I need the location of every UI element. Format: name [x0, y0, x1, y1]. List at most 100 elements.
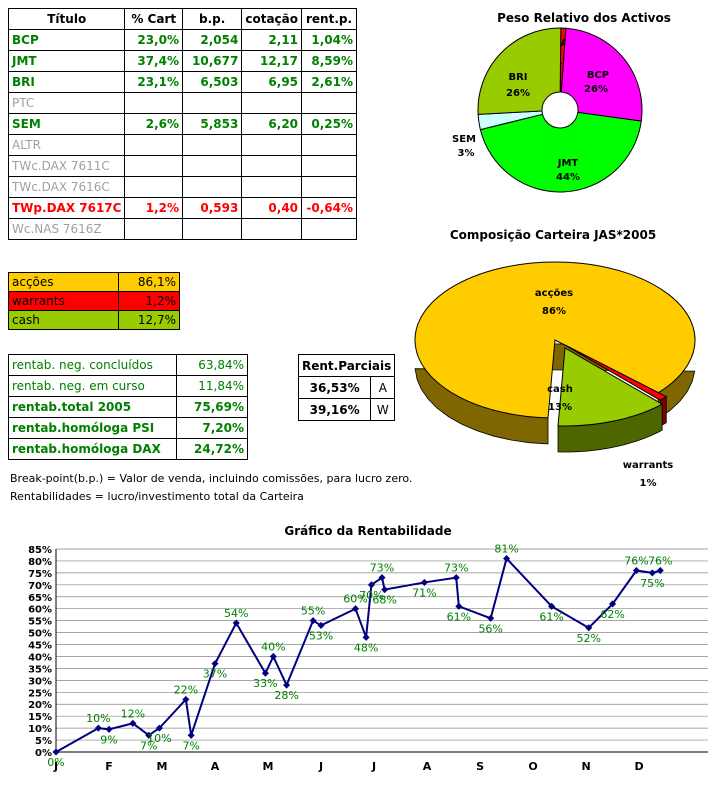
holding-cot [241, 155, 303, 177]
holdings-header-row: Título % Cart b.p. cotação rent.p. [7, 8, 357, 30]
holding-cart: 23,0% [124, 29, 183, 51]
holding-name: ALTR [7, 134, 126, 156]
holding-cot [241, 218, 303, 240]
holding-rent: 1,04% [301, 29, 357, 51]
data-point [362, 633, 370, 641]
line-chart-rentabilidade: Gráfico da Rentabilidade0%5%10%15%20%25%… [28, 524, 708, 773]
partials-title: Rent.Parciais [297, 354, 396, 377]
holding-name: BRI [7, 71, 126, 93]
holding-cart: 37,4% [124, 50, 183, 72]
y-tick-label: 45% [28, 641, 52, 652]
data-label: 71% [412, 586, 436, 599]
y-tick-label: 35% [28, 664, 52, 675]
holding-row: PTC [7, 92, 357, 114]
data-point [261, 669, 269, 677]
pie2-slice-warrants [562, 343, 668, 401]
pie1-label-jmt: JMT [557, 158, 579, 169]
holding-name: SEM [7, 113, 126, 135]
pie1-pct-sem: 3% [458, 148, 475, 159]
x-month-label: N [581, 760, 590, 773]
return-label: rentab.homóloga DAX [8, 438, 177, 460]
allocation-value: 12,7% [118, 310, 180, 330]
series-line [55, 556, 661, 753]
pie2-pct-cash: 13% [548, 402, 572, 413]
holding-rent [301, 218, 357, 240]
x-month-label: D [635, 760, 644, 773]
y-tick-label: 85% [28, 545, 52, 556]
return-row: rentab.homóloga PSI 7,20% [8, 417, 248, 439]
data-point [317, 621, 325, 629]
holding-cot: 6,95 [241, 71, 303, 93]
pie1-label-dax: DAX [552, 38, 576, 49]
y-tick-label: 30% [28, 676, 52, 687]
data-point [648, 569, 656, 577]
data-point [367, 581, 375, 589]
data-label: 48% [354, 641, 378, 654]
data-label: 33% [253, 677, 277, 690]
data-label: 37% [203, 668, 227, 681]
x-month-label: M [157, 760, 168, 773]
data-label: 61% [539, 610, 563, 623]
return-label: rentab.homóloga PSI [8, 417, 177, 439]
data-label: 62% [600, 608, 624, 621]
x-month-label: A [423, 760, 432, 773]
header-titulo: Título [7, 8, 126, 30]
x-month-label: O [528, 760, 537, 773]
data-label: 0% [47, 756, 64, 769]
data-point [585, 624, 593, 632]
header-bp: b.p. [181, 8, 243, 30]
allocation-row: cash 12,7% [8, 310, 180, 330]
pie1-title: Peso Relativo dos Activos [497, 11, 671, 25]
holding-cot [241, 92, 303, 114]
holding-bp [181, 155, 243, 177]
pie2-pct-acções: 86% [542, 306, 566, 317]
data-point [182, 695, 190, 703]
data-label: 70% [359, 589, 383, 602]
header-cotacao: cotação [241, 8, 303, 30]
holding-rent: 2,61% [301, 71, 357, 93]
y-tick-label: 65% [28, 593, 52, 604]
holding-cot: 6,20 [241, 113, 303, 135]
data-label: 52% [577, 632, 601, 645]
data-point [52, 748, 60, 756]
holding-name: TWc.DAX 7611C [7, 155, 126, 177]
return-value: 7,20% [176, 417, 248, 439]
holding-cot: 2,11 [241, 29, 303, 51]
data-label: 9% [100, 733, 117, 746]
holding-bp [181, 134, 243, 156]
pie2-label-cash: cash [547, 384, 573, 395]
holding-cart: 23,1% [124, 71, 183, 93]
data-point [283, 681, 291, 689]
holding-bp [181, 218, 243, 240]
return-row: rentab. neg. concluídos 63,84% [8, 354, 248, 376]
holding-row: TWc.DAX 7611C [7, 155, 357, 177]
data-label: 7% [140, 739, 157, 752]
holding-cot [241, 134, 303, 156]
holding-cart: 2,6% [124, 113, 183, 135]
y-tick-label: 15% [28, 712, 52, 723]
return-value: 75,69% [176, 396, 248, 418]
pie-peso-relativo: Peso Relativo dos ActivosDAX1%BCP26%JMT4… [452, 11, 671, 193]
data-label: 60% [343, 593, 367, 606]
y-tick-label: 50% [28, 629, 52, 640]
holding-row: SEM 2,6% 5,853 6,20 0,25% [7, 113, 357, 135]
holding-cot [241, 176, 303, 198]
data-label: 53% [309, 629, 333, 642]
pie2-slice-acções [414, 261, 696, 419]
data-point [420, 578, 428, 586]
holding-cart [124, 92, 183, 114]
pie1-label-bcp: BCP [587, 70, 609, 81]
y-tick-label: 75% [28, 569, 52, 580]
holding-rent: 8,59% [301, 50, 357, 72]
pie2-label-warrants: warrants [623, 460, 673, 471]
allocation-row: acções 86,1% [8, 272, 180, 292]
y-tick-label: 25% [28, 688, 52, 699]
holding-name: PTC [7, 92, 126, 114]
data-point [452, 574, 460, 582]
y-tick-label: 10% [28, 724, 52, 735]
partial-code-a: A [370, 376, 396, 399]
x-month-label: S [476, 760, 484, 773]
header-rent: rent.p. [301, 8, 357, 30]
allocation-table: acções 86,1% warrants 1,2% cash 12,7% [8, 272, 180, 330]
partial-value-a: 36,53% [297, 376, 372, 399]
